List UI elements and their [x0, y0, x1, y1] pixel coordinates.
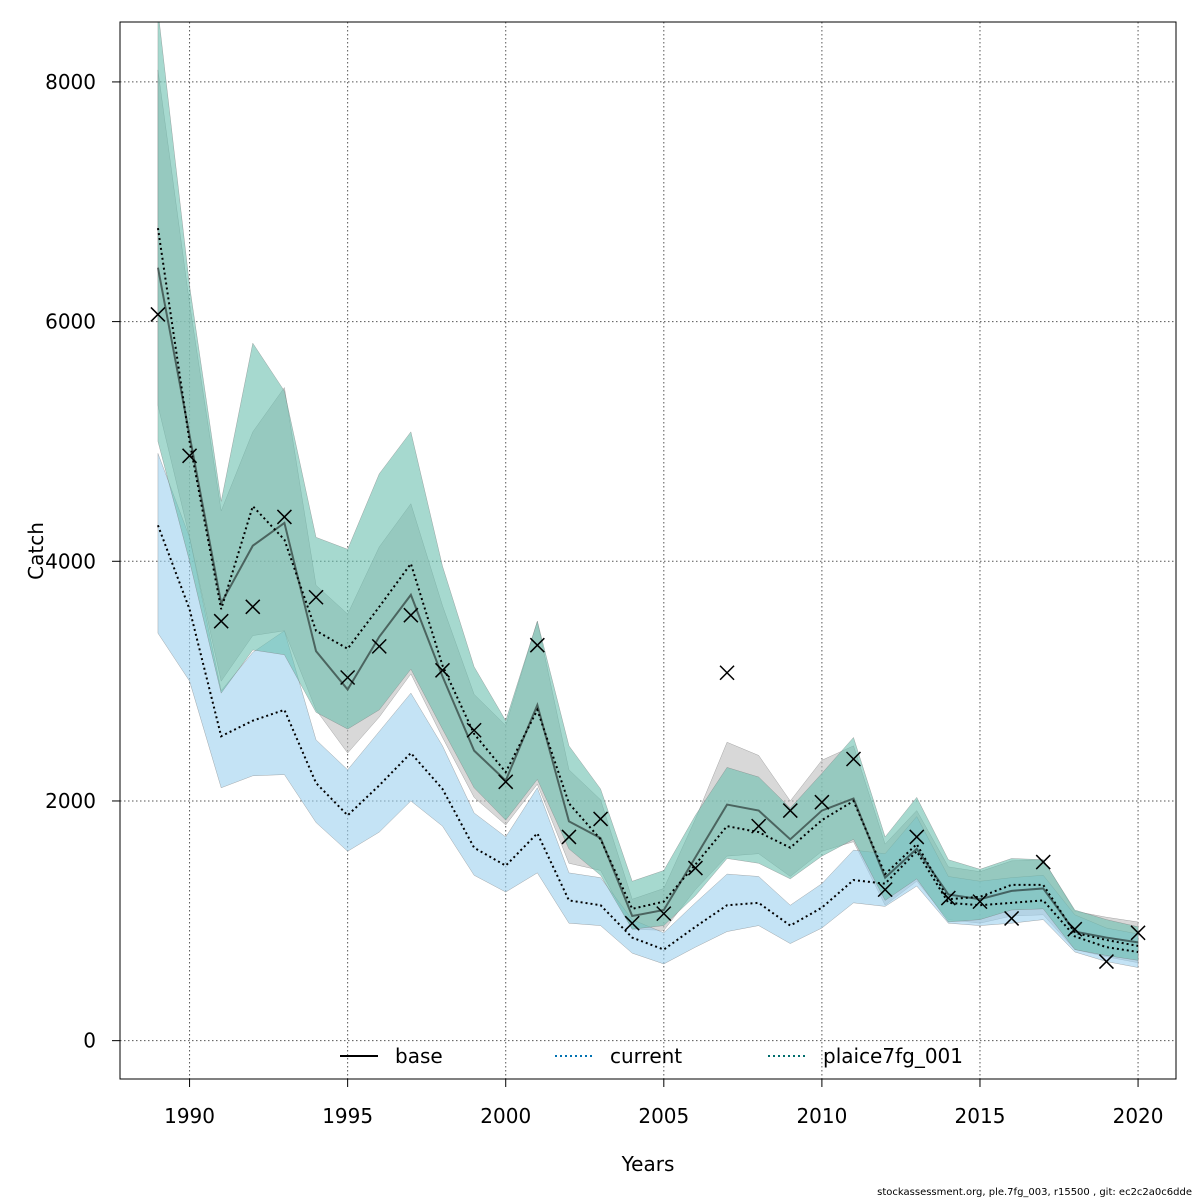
observed-point: [150, 306, 166, 322]
observed-point: [434, 662, 451, 678]
observed-point: [593, 811, 609, 827]
legend-label: plaice7fg_001: [823, 1044, 963, 1068]
observed-point: [340, 670, 356, 686]
observed-point: [782, 803, 798, 819]
line-current: [157, 524, 1139, 953]
observed-point: [245, 599, 261, 615]
series-lines: [156, 227, 1139, 953]
legend: base current plaice7fg_001: [340, 1044, 963, 1068]
legend-label: current: [610, 1044, 682, 1068]
footer-note: stockassessment.org, ple.7fg_003, r15500…: [877, 1187, 1192, 1198]
confidence-bands: [157, 22, 1139, 968]
line-base: [156, 267, 1139, 944]
observed-point: [561, 829, 577, 845]
observed-point: [940, 890, 956, 906]
x-tick-label: 2010: [796, 1104, 847, 1128]
observed-point: [687, 860, 703, 876]
x-tick-label: 2015: [955, 1104, 1006, 1128]
observed-point: [972, 894, 988, 910]
y-tick-label: 8000: [45, 70, 96, 94]
y-tick-label: 6000: [45, 310, 96, 334]
y-axis-title: Catch: [24, 522, 48, 580]
band-plaice7fg_001: [157, 22, 1139, 961]
x-tick-label: 2005: [638, 1104, 689, 1128]
observed-point: [182, 448, 198, 464]
observed-point: [1035, 854, 1051, 870]
observed-point: [814, 794, 830, 810]
y-tick-label: 2000: [45, 789, 96, 813]
x-axis-title: Years: [621, 1152, 675, 1176]
observed-point: [403, 607, 419, 623]
observed-point: [656, 906, 672, 922]
observed-point: [751, 818, 767, 834]
x-tick-label: 1995: [322, 1104, 373, 1128]
observed-point: [624, 915, 640, 931]
y-tick-label: 0: [83, 1029, 96, 1053]
legend-label: base: [395, 1044, 443, 1068]
grid: [120, 22, 1176, 1079]
observed-point: [276, 509, 292, 525]
observed-point: [498, 774, 514, 790]
observed-points: [150, 306, 1146, 970]
legend-item-plaice7fg_001: plaice7fg_001: [768, 1044, 963, 1068]
observed-point: [1004, 910, 1020, 926]
y-tick-label: 4000: [45, 549, 96, 573]
observed-point: [1130, 925, 1146, 941]
x-tick-label: 1990: [164, 1104, 215, 1128]
x-tick-label: 2020: [1113, 1104, 1164, 1128]
observed-point: [371, 638, 387, 654]
legend-item-current: current: [555, 1044, 682, 1068]
observed-point: [877, 882, 893, 898]
observed-point: [1098, 954, 1114, 970]
legend-item-base: base: [340, 1044, 443, 1068]
y-axis: 0 2000 4000 6000 8000: [45, 70, 120, 1053]
observed-point: [1067, 921, 1083, 937]
observed-point: [529, 637, 545, 653]
observed-point: [308, 589, 324, 605]
x-axis: 1990 1995 2000 2005 2010 2015 2020: [164, 1079, 1164, 1128]
x-tick-label: 2000: [480, 1104, 531, 1128]
observed-point: [719, 665, 735, 681]
observed-point: [213, 613, 229, 629]
band-current: [157, 453, 1139, 968]
observed-point: [466, 722, 482, 738]
observed-point: [909, 829, 925, 845]
plot-frame: [119, 21, 1177, 1080]
observed-point: [845, 751, 862, 767]
